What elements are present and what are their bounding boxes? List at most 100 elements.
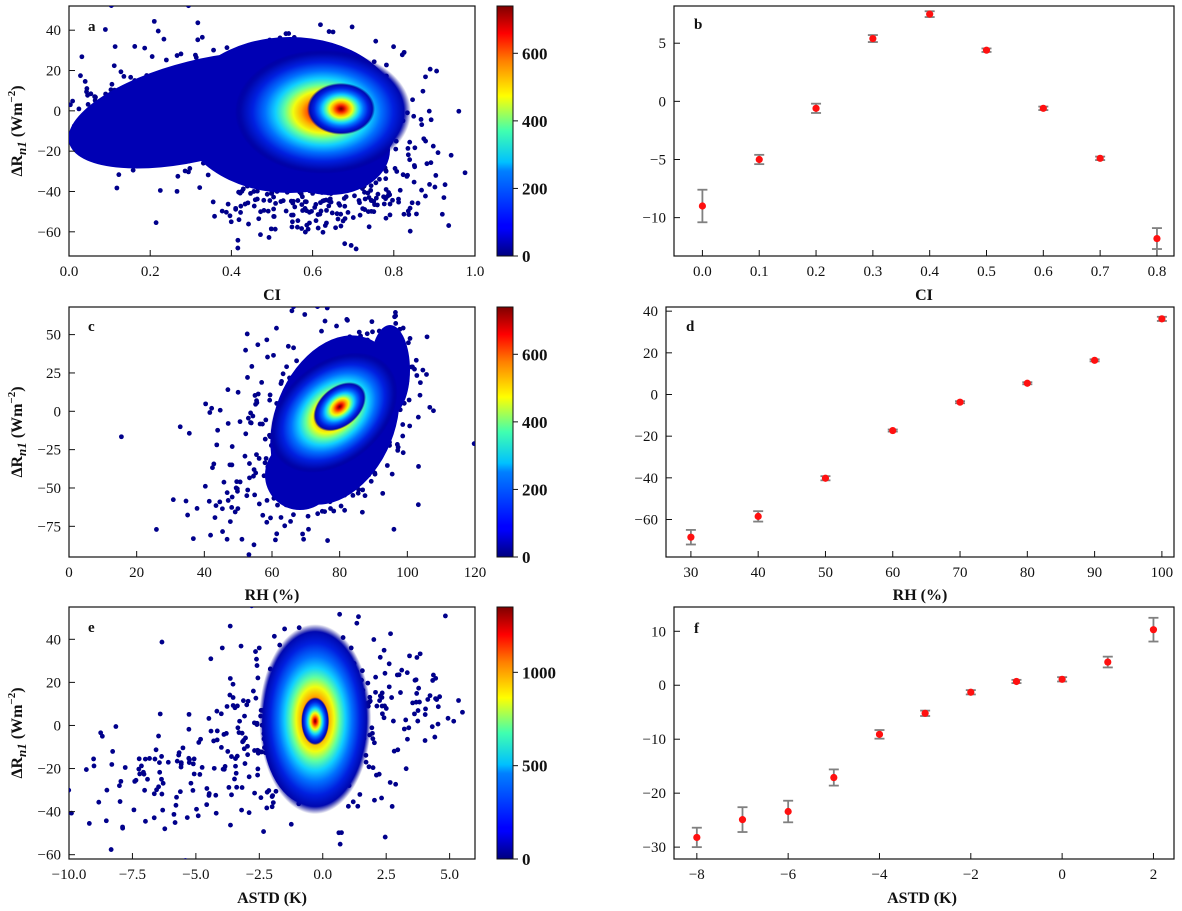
- panel-f-ytick-label: 0: [659, 678, 667, 694]
- panel-e-frame: [68, 606, 476, 860]
- panel-a-outlier-point: [264, 191, 270, 197]
- panel-a-outlier-point: [211, 47, 216, 53]
- panel-c-outlier-point: [229, 505, 235, 510]
- panel-e-outlier-point: [399, 667, 405, 673]
- panel-f-data-point: [921, 709, 929, 717]
- panel-c-outlier-point: [264, 497, 270, 503]
- panel-c-outlier-point: [356, 329, 362, 335]
- panel-c-outlier-point: [424, 372, 429, 377]
- panel-e-xlabel: ASTD (K): [237, 890, 307, 907]
- panel-c-outlier-point: [212, 515, 218, 521]
- panel-a-outlier-point: [112, 44, 118, 50]
- panel-a-outlier-point: [161, 36, 167, 42]
- panel-c-outlier-point: [340, 290, 345, 295]
- panel-c-outlier-point: [243, 431, 249, 437]
- panel-c-outlier-point: [427, 404, 433, 410]
- panel-e-outlier-point: [255, 675, 261, 681]
- panel-e-outlier-point: [227, 692, 233, 698]
- panel-a-label: a: [88, 19, 96, 35]
- panel-e-outlier-point: [159, 791, 165, 797]
- panel-c-outlier-point: [236, 287, 241, 292]
- panel-c-outlier-point: [405, 340, 411, 346]
- panel-c-outlier-point: [413, 357, 419, 363]
- panel-b-data-point: [869, 34, 877, 43]
- panel-e-outlier-point: [224, 704, 230, 709]
- panel-a-outlier-point: [292, 204, 298, 210]
- panel-a-outlier-point: [387, 212, 393, 218]
- panel-e-outlier-point: [213, 810, 219, 816]
- panel-a-outlier-point: [290, 219, 295, 225]
- panel-c-outlier-point: [211, 461, 217, 467]
- panel-a-outlier-point: [53, 121, 58, 126]
- panel-e-outlier-point: [190, 787, 196, 793]
- panel-e-outlier-point: [208, 728, 214, 734]
- panel-e-outlier-point: [422, 712, 428, 717]
- panel-a-outlier-point: [238, 203, 244, 209]
- panel-c-outlier-point: [273, 537, 278, 543]
- panel-e-outlier-point: [404, 670, 410, 676]
- panel-a-outlier-point: [118, 69, 124, 75]
- panel-e-outlier-point: [350, 799, 356, 805]
- panel-a-outlier-point: [326, 29, 332, 34]
- panel-e-outlier-point: [252, 720, 257, 726]
- panel-e-outlier-point: [401, 726, 407, 732]
- panel-a-outlier-point: [266, 235, 272, 240]
- panel-c-outlier-point: [285, 343, 291, 349]
- panel-c-outlier-point: [225, 387, 231, 393]
- panel-d-xlabel: RH (%): [893, 587, 948, 604]
- panel-e-outlier-point: [165, 759, 171, 765]
- panel-c-outlier-point: [268, 515, 273, 521]
- panel-a-ytick-label: 0: [54, 104, 62, 120]
- panel-a-outlier-point: [102, 27, 108, 32]
- panel-c-outlier-point: [233, 485, 239, 491]
- panel-e-outlier-point: [151, 791, 157, 797]
- panel-e-outlier-point: [235, 703, 240, 709]
- panel-e-outlier-point: [157, 760, 162, 765]
- panel-e-outlier-point: [250, 688, 256, 694]
- panel-a-outlier-point: [51, 161, 56, 166]
- panel-e-ytick-label: −40: [38, 805, 61, 821]
- panel-c-outlier-point: [248, 410, 254, 416]
- panel-c-outlier-point: [315, 307, 320, 309]
- panel-e-outlier-point: [109, 762, 115, 767]
- panel-e-outlier-point: [159, 639, 165, 645]
- panel-e-ytick-label: −20: [38, 762, 61, 778]
- panel-e-outlier-point: [151, 815, 157, 821]
- panel-a-outlier-point: [371, 209, 377, 215]
- panel-e-outlier-point: [223, 731, 229, 736]
- panel-a-outlier-point: [404, 173, 410, 179]
- panel-f-frame: [673, 606, 1175, 860]
- panel-e-outlier-point: [437, 694, 443, 700]
- panel-a-ticks: 0.0 0.2 0.4 0.6 0.8 1.0 −60 −40 −20 0 20 40: [38, 23, 485, 280]
- panel-a: 0.0 0.2 0.4 0.6 0.8 1.0 −60 −40 −20 0 20 40 a CI ΔR…: [6, 5, 548, 304]
- panel-e-outlier-point: [197, 772, 203, 777]
- panel-a-outlier-point: [340, 218, 346, 224]
- panel-a-outlier-point: [251, 189, 257, 194]
- panel-c-colorbar: [496, 306, 514, 558]
- panel-e-outlier-point: [153, 747, 159, 753]
- panel-c-outlier-point: [400, 433, 406, 439]
- panel-c-outlier-point: [406, 397, 412, 403]
- panel-c-outlier-point: [291, 512, 296, 518]
- panel-f-label: f: [694, 621, 700, 637]
- panel-f-xtick-label: 0: [1058, 867, 1066, 883]
- panel-e-colorbar: [496, 606, 514, 860]
- panel-b-ytick-label: 5: [659, 36, 667, 52]
- panel-e-outlier-point: [213, 792, 219, 798]
- panel-a-outlier-point: [157, 188, 163, 193]
- panel-d-label: d: [686, 319, 695, 335]
- panel-d-data-point: [687, 533, 695, 541]
- panel-e-outlier-point: [379, 711, 385, 717]
- panel-d-data-point: [1091, 356, 1099, 364]
- panel-c-ylabel: ΔRn1 (Wm−2): [6, 386, 29, 477]
- panel-c-outlier-point: [154, 527, 159, 532]
- panel-a-outlier-point: [299, 194, 305, 200]
- panel-c-outlier-point: [257, 421, 263, 427]
- panel-a-outlier-point: [411, 163, 417, 168]
- panel-a-outlier-point: [405, 152, 411, 158]
- panel-e-outlier-point: [381, 715, 387, 721]
- panel-e-outlier-point: [159, 776, 164, 782]
- panel-e-outlier-point: [110, 749, 116, 754]
- panel-c-outlier-point: [301, 536, 307, 542]
- panel-f-data-point: [1149, 626, 1158, 634]
